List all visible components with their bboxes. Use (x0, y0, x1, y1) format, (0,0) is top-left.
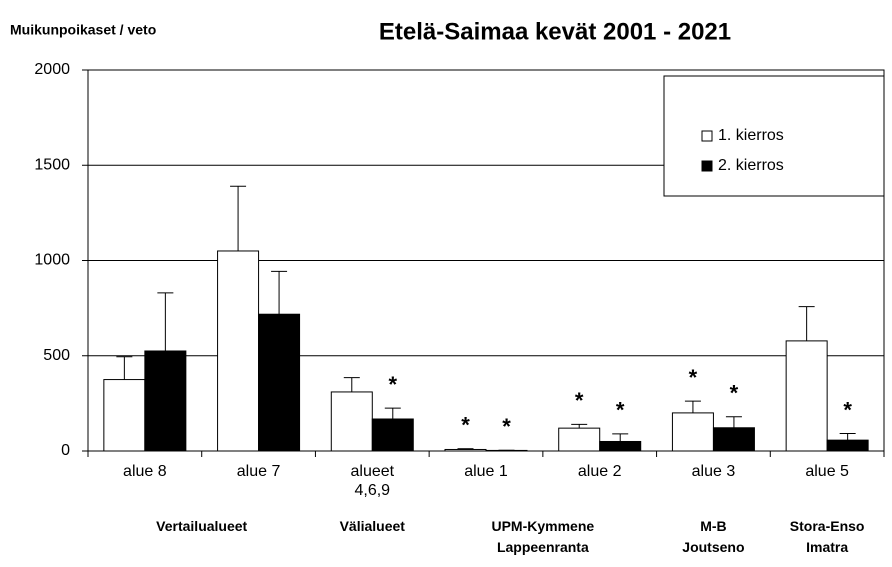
x-tick-label: alue 1 (464, 463, 508, 480)
bar (217, 250, 260, 452)
legend-label: 2. kierros (718, 157, 784, 174)
significance-marker: * (575, 388, 584, 413)
bar (371, 418, 414, 452)
x-tick-label: alue 5 (805, 463, 849, 480)
significance-marker: * (389, 372, 398, 397)
x-tick-label: alue 2 (577, 463, 622, 480)
bar (826, 439, 869, 452)
bar (258, 313, 301, 452)
x-tick-label: alueet 4,6,9 (350, 463, 395, 499)
significance-marker: * (689, 365, 698, 390)
significance-marker: * (616, 398, 625, 423)
x-tick-label: alue 8 (123, 463, 167, 480)
group-label: Vertailualueet (156, 518, 248, 534)
significance-marker: * (730, 381, 739, 406)
y-tick-label: 1000 (34, 252, 70, 269)
legend-box (663, 75, 885, 197)
bar (785, 340, 828, 452)
bar (671, 412, 714, 452)
bar (599, 440, 642, 452)
y-tick-label: 1500 (34, 156, 70, 173)
significance-marker: * (843, 397, 852, 422)
significance-marker: * (502, 414, 511, 439)
x-tick-label: alue 3 (691, 463, 736, 480)
bar (144, 350, 187, 452)
bar (558, 427, 601, 452)
y-tick-label: 500 (43, 347, 70, 364)
y-tick-label: 2000 (34, 61, 70, 78)
group-label: M-B Joutseno (682, 518, 745, 555)
bar (103, 379, 146, 452)
bar (444, 448, 487, 452)
chart-title: Etelä-Saimaa kevät 2001 - 2021 (379, 18, 731, 45)
y-axis-title: Muikunpoikaset / veto (10, 22, 156, 38)
legend-swatch (701, 130, 713, 142)
group-label: UPM-Kymmene Lappeenranta (491, 518, 595, 555)
group-label: Välialueet (339, 518, 405, 534)
group-label: Stora-Enso Imatra (789, 518, 865, 555)
legend-swatch (701, 160, 713, 172)
bar (712, 427, 755, 452)
x-tick-label: alue 7 (236, 463, 281, 480)
bar (330, 391, 373, 452)
legend-label: 1. kierros (718, 127, 784, 144)
significance-marker: * (461, 413, 470, 438)
y-tick-label: 0 (61, 442, 70, 459)
